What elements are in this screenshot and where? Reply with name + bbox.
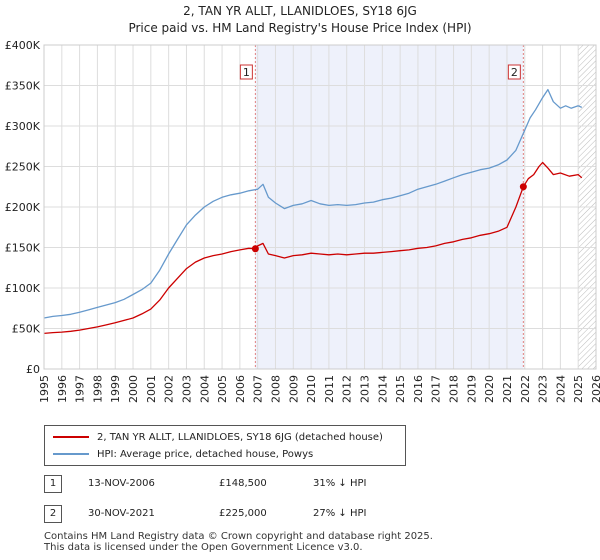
x-tick-label: 2016 — [412, 375, 425, 403]
y-tick-label: £150K — [5, 242, 41, 255]
x-tick-label: 2003 — [180, 375, 193, 403]
legend-item-property: 2, TAN YR ALLT, LLANIDLOES, SY18 6JG (de… — [53, 430, 383, 446]
x-tick-label: 2022 — [519, 375, 532, 403]
sale-badge-1: 1 — [44, 475, 62, 493]
x-tick-label: 2010 — [305, 375, 318, 403]
x-tick-label: 2004 — [198, 375, 211, 403]
x-tick-label: 2000 — [127, 375, 140, 403]
x-tick-label: 2023 — [537, 375, 550, 403]
x-tick-label: 1999 — [109, 375, 122, 403]
footer: Contains HM Land Registry data © Crown c… — [44, 531, 433, 553]
x-tick-label: 2002 — [163, 375, 176, 403]
sale-label-2: 2 — [511, 66, 518, 79]
sale-row-2: 2 30-NOV-2021 £225,000 27% ↓ HPI — [44, 505, 564, 523]
sale-price-2: £225,000 — [219, 508, 267, 519]
sale-badge-2: 2 — [44, 505, 62, 523]
y-tick-label: £100K — [5, 282, 41, 295]
sale-date-2: 30-NOV-2021 — [88, 508, 155, 519]
x-tick-label: 2026 — [590, 375, 600, 403]
x-tick-label: 2019 — [465, 375, 478, 403]
sale-price-1: £148,500 — [219, 478, 267, 489]
x-tick-label: 1996 — [56, 375, 69, 403]
y-tick-label: £350K — [5, 80, 41, 93]
legend-swatch-hpi — [53, 453, 89, 455]
x-tick-label: 2007 — [252, 375, 265, 403]
sale-row-1: 1 13-NOV-2006 £148,500 31% ↓ HPI — [44, 475, 564, 493]
footer-line2: This data is licensed under the Open Gov… — [44, 542, 363, 553]
sale-label-1: 1 — [243, 66, 250, 79]
sale-label-box-1 — [239, 64, 253, 80]
y-tick-label: £0 — [26, 363, 40, 376]
legend-swatch-property — [53, 436, 89, 438]
x-tick-label: 1997 — [74, 375, 87, 403]
sale-point-2 — [519, 183, 527, 191]
x-tick-label: 1998 — [91, 375, 104, 403]
y-tick-label: £200K — [5, 201, 41, 214]
price-chart: 1 2 £0 £50K £100K £150K £200K £250K £300K £350K £… — [5, 39, 600, 403]
x-tick-label: 2018 — [448, 375, 461, 403]
chart-title: 2, TAN YR ALLT, LLANIDLOES, SY18 6JG Pri… — [0, 3, 600, 37]
x-tick-label: 2013 — [359, 375, 372, 403]
x-tick-label: 2005 — [216, 375, 229, 403]
x-tick-label: 1995 — [38, 375, 51, 403]
sale-label-box-2 — [507, 64, 521, 80]
legend: 2, TAN YR ALLT, LLANIDLOES, SY18 6JG (de… — [44, 425, 406, 466]
sale-point-1 — [251, 245, 259, 253]
chart-title-line2: Price paid vs. HM Land Registry's House … — [128, 21, 472, 35]
x-tick-label: 2014 — [376, 375, 389, 403]
legend-label-hpi: HPI: Average price, detached house, Powy… — [97, 449, 314, 460]
legend-label-property: 2, TAN YR ALLT, LLANIDLOES, SY18 6JG (de… — [97, 432, 383, 443]
sale-date-1: 13-NOV-2006 — [88, 478, 155, 489]
series-line-property — [43, 161, 583, 335]
y-tick-label: £300K — [5, 120, 41, 133]
x-tick-label: 2009 — [287, 375, 300, 403]
chart-title-line1: 2, TAN YR ALLT, LLANIDLOES, SY18 6JG — [183, 4, 417, 18]
x-tick-label: 2012 — [341, 375, 354, 403]
sale-delta-2: 27% ↓ HPI — [313, 508, 367, 519]
series-line-hpi — [43, 88, 583, 319]
legend-item-hpi: HPI: Average price, detached house, Powy… — [53, 447, 313, 463]
x-tick-label: 2001 — [145, 375, 158, 403]
sale-delta-1: 31% ↓ HPI — [313, 478, 367, 489]
x-tick-label: 2024 — [554, 375, 567, 403]
x-tick-label: 2011 — [323, 375, 336, 403]
x-tick-label: 2015 — [394, 375, 407, 403]
x-tick-label: 2017 — [430, 375, 443, 403]
x-tick-label: 2006 — [234, 375, 247, 403]
footer-line1: Contains HM Land Registry data © Crown c… — [44, 531, 433, 542]
plot-frame — [43, 44, 597, 370]
y-tick-label: £50K — [12, 323, 41, 336]
y-tick-label: £400K — [5, 39, 41, 52]
y-tick-label: £250K — [5, 161, 41, 174]
x-tick-label: 2025 — [572, 375, 585, 403]
x-tick-label: 2021 — [501, 375, 514, 403]
x-tick-label: 2008 — [269, 375, 282, 403]
x-tick-label: 2020 — [483, 375, 496, 403]
